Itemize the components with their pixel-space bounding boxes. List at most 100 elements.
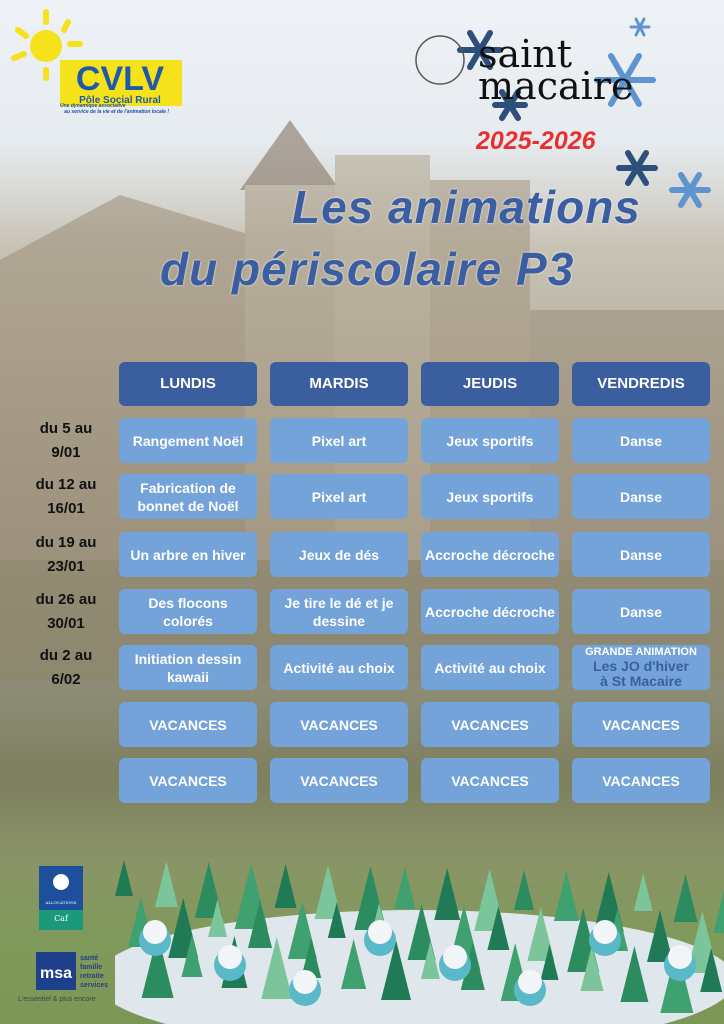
activity-cell: Accroche décroche xyxy=(421,589,559,634)
tree xyxy=(673,874,698,922)
snow-cap xyxy=(593,920,617,944)
tree xyxy=(580,945,604,991)
activity-cell: Danse xyxy=(572,418,710,463)
activity-cell: VACANCES xyxy=(270,758,408,803)
tree xyxy=(194,862,223,918)
msa-line: services xyxy=(80,982,109,989)
tree xyxy=(540,944,559,980)
tree xyxy=(407,904,436,960)
msa-line: retraite xyxy=(80,973,104,980)
tree xyxy=(274,864,297,908)
tree xyxy=(700,948,723,992)
activity-cell: Danse xyxy=(572,589,710,634)
activity-cell: GRANDE ANIMATION Les JO d'hiver à St Macai… xyxy=(572,645,710,690)
week-label-line: du 5 au xyxy=(39,420,93,437)
tree xyxy=(208,899,228,937)
special-event-line2: à St Macaire xyxy=(600,673,682,689)
svg-text:msa: msa xyxy=(40,965,72,982)
tree xyxy=(527,907,555,961)
day-header: VENDREDIS xyxy=(572,362,710,406)
activity-cell: Accroche décroche xyxy=(421,532,559,577)
tree xyxy=(620,946,649,1002)
tree xyxy=(633,873,653,911)
activity-cell: VACANCES xyxy=(421,702,559,747)
activity-cell: VACANCES xyxy=(270,702,408,747)
activity-cell: VACANCES xyxy=(119,758,257,803)
tree xyxy=(394,867,416,909)
activity-cell: Fabrication de bonnet de Noël xyxy=(119,474,257,519)
week-label: du 26 au 30/01 xyxy=(20,588,112,636)
snow-cap xyxy=(218,945,242,969)
svg-text:ALLOCATIONS: ALLOCATIONS xyxy=(45,900,77,905)
activity-cell: VACANCES xyxy=(572,702,710,747)
tree xyxy=(181,935,203,977)
activity-cell: Des flocons colorés xyxy=(119,589,257,634)
tree xyxy=(487,906,510,950)
day-header: JEUDIS xyxy=(421,362,559,406)
tree xyxy=(341,939,367,989)
cvlv-logo: CVLV Pôle Social Rural xyxy=(11,9,182,106)
snow-cap xyxy=(668,945,692,969)
tree xyxy=(381,940,411,1000)
snow-cap xyxy=(293,970,317,994)
snowy-forest-illustration xyxy=(115,860,724,1024)
svg-text:CVLV: CVLV xyxy=(76,60,164,98)
msa-lines: santé famille retraite services xyxy=(80,954,108,990)
activity-cell: Jeux de dés xyxy=(270,532,408,577)
week-label-line: 16/01 xyxy=(47,500,85,517)
week-label: du 5 au 9/01 xyxy=(20,417,112,465)
cvlv-tagline-1: Une dynamique associative xyxy=(60,103,126,109)
activity-cell: Danse xyxy=(572,532,710,577)
saint-macaire-line2: macaire xyxy=(478,64,634,108)
saint-macaire-line1: saint xyxy=(478,32,573,76)
tree xyxy=(261,937,293,999)
special-event-line1: Les JO d'hiver xyxy=(593,658,689,674)
week-label-line: 9/01 xyxy=(51,444,81,461)
activity-cell: Danse xyxy=(572,474,710,519)
tree xyxy=(420,941,440,979)
snow-cap xyxy=(518,970,542,994)
tree xyxy=(314,865,342,919)
week-label: du 19 au 23/01 xyxy=(20,531,112,579)
cvlv-tagline: Une dynamique associative au service de … xyxy=(60,103,169,115)
tree xyxy=(460,942,485,990)
tree xyxy=(713,891,724,933)
msa-line: santé xyxy=(80,955,99,962)
tree xyxy=(141,934,174,998)
activity-cell: Jeux sportifs xyxy=(421,474,559,519)
title-line-2: du périscolaire P3 xyxy=(160,243,575,295)
week-label: du 12 au 16/01 xyxy=(20,473,112,521)
tree xyxy=(327,902,346,938)
snow-cap xyxy=(443,945,467,969)
tree xyxy=(434,868,461,920)
tree xyxy=(647,910,673,962)
week-label-line: du 12 au xyxy=(35,476,97,493)
tree xyxy=(514,870,534,910)
title-line-1: Les animations xyxy=(292,181,641,233)
svg-text:Pôle Social Rural: Pôle Social Rural xyxy=(79,95,161,106)
week-label-line: 23/01 xyxy=(47,558,85,575)
week-label-line: du 19 au xyxy=(35,534,97,551)
saint-macaire-logo: saint macaire xyxy=(478,35,633,105)
svg-text:Caf: Caf xyxy=(54,914,69,923)
tree xyxy=(115,860,133,896)
msa-line: famille xyxy=(80,964,103,971)
cvlv-tagline-2: au service de la vie et de l'animation l… xyxy=(64,109,170,115)
snow-cap xyxy=(143,920,167,944)
special-event-heading: GRANDE ANIMATION xyxy=(585,646,697,658)
msa-slogan: L'essentiel & plus encore xyxy=(18,996,96,1003)
caf-logo: ALLOCATIONS Caf xyxy=(39,866,83,930)
activity-cell: VACANCES xyxy=(119,702,257,747)
activity-cell: Un arbre en hiver xyxy=(119,532,257,577)
activity-cell: VACANCES xyxy=(572,758,710,803)
week-label-line: 6/02 xyxy=(51,671,81,688)
snowflakes-decoration xyxy=(415,17,711,208)
activity-cell: Activité au choix xyxy=(270,645,408,690)
activity-cell: Activité au choix xyxy=(421,645,559,690)
activity-cell: Jeux sportifs xyxy=(421,418,559,463)
week-label-line: du 2 au xyxy=(39,647,93,664)
activity-cell: Pixel art xyxy=(270,418,408,463)
tree xyxy=(301,938,322,978)
day-header: LUNDIS xyxy=(119,362,257,406)
tree xyxy=(154,861,178,907)
